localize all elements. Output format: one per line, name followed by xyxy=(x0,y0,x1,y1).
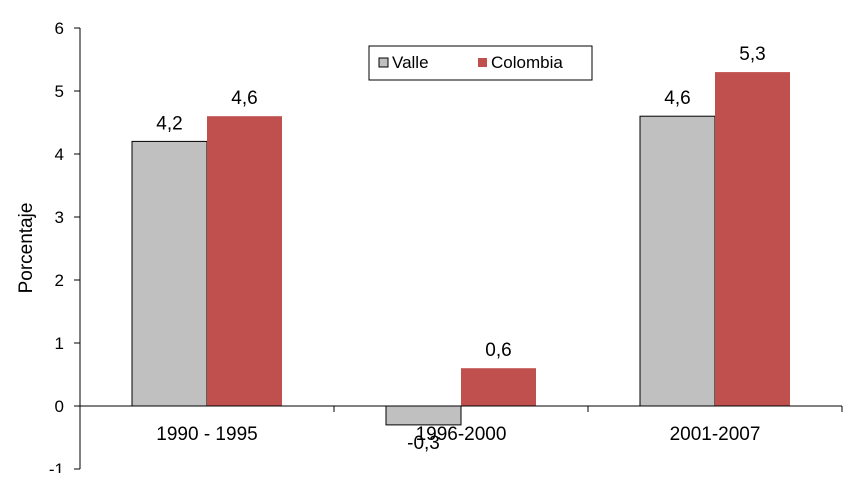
data-label-colombia: 5,3 xyxy=(739,44,765,65)
data-label-valle: 4,2 xyxy=(156,113,182,134)
y-tick-label: 5 xyxy=(55,82,64,101)
y-tick-label: 1 xyxy=(55,334,64,353)
y-tick-label: 2 xyxy=(55,271,64,290)
x-tick-label: 1996-2000 xyxy=(416,424,507,445)
bar-valle-0 xyxy=(131,140,208,407)
bar-valle-2 xyxy=(639,115,716,407)
data-label-valle: -0,3 xyxy=(407,433,440,454)
legend-label-colombia: Colombia xyxy=(491,53,563,72)
x-tick-label: 1990 - 1995 xyxy=(156,424,257,445)
bar-colombia-2 xyxy=(715,72,790,406)
data-labels: 4,2 4,6 -0,3 0,6 4,6 5,3 xyxy=(156,44,765,454)
bar-series xyxy=(131,72,790,426)
data-label-colombia: 4,6 xyxy=(231,88,257,109)
x-axis-labels: 1990 - 1995 1996-2000 2001-2007 xyxy=(156,424,760,445)
legend-label-valle: Valle xyxy=(392,53,429,72)
x-tick-label: 2001-2007 xyxy=(670,424,761,445)
bar-valle-1 xyxy=(385,405,462,426)
bar-colombia-1 xyxy=(461,368,536,406)
bar-colombia-0 xyxy=(207,116,282,406)
legend-swatch-colombia xyxy=(478,58,487,67)
legend: Valle Colombia xyxy=(368,45,593,81)
y-tick-label: 0 xyxy=(55,397,64,416)
data-label-valle: 4,6 xyxy=(664,88,690,109)
y-tick-label: 3 xyxy=(55,208,64,227)
y-tick-label: 6 xyxy=(55,19,64,38)
data-label-colombia: 0,6 xyxy=(485,340,511,361)
y-tick-label: -1 xyxy=(49,460,64,473)
y-axis-title: Porcentaje xyxy=(16,203,37,294)
axes xyxy=(79,28,843,469)
legend-swatch-valle xyxy=(378,57,389,68)
y-axis-ticks: -1 0 1 2 3 4 5 6 xyxy=(49,19,80,478)
y-tick-label: 4 xyxy=(55,145,64,164)
